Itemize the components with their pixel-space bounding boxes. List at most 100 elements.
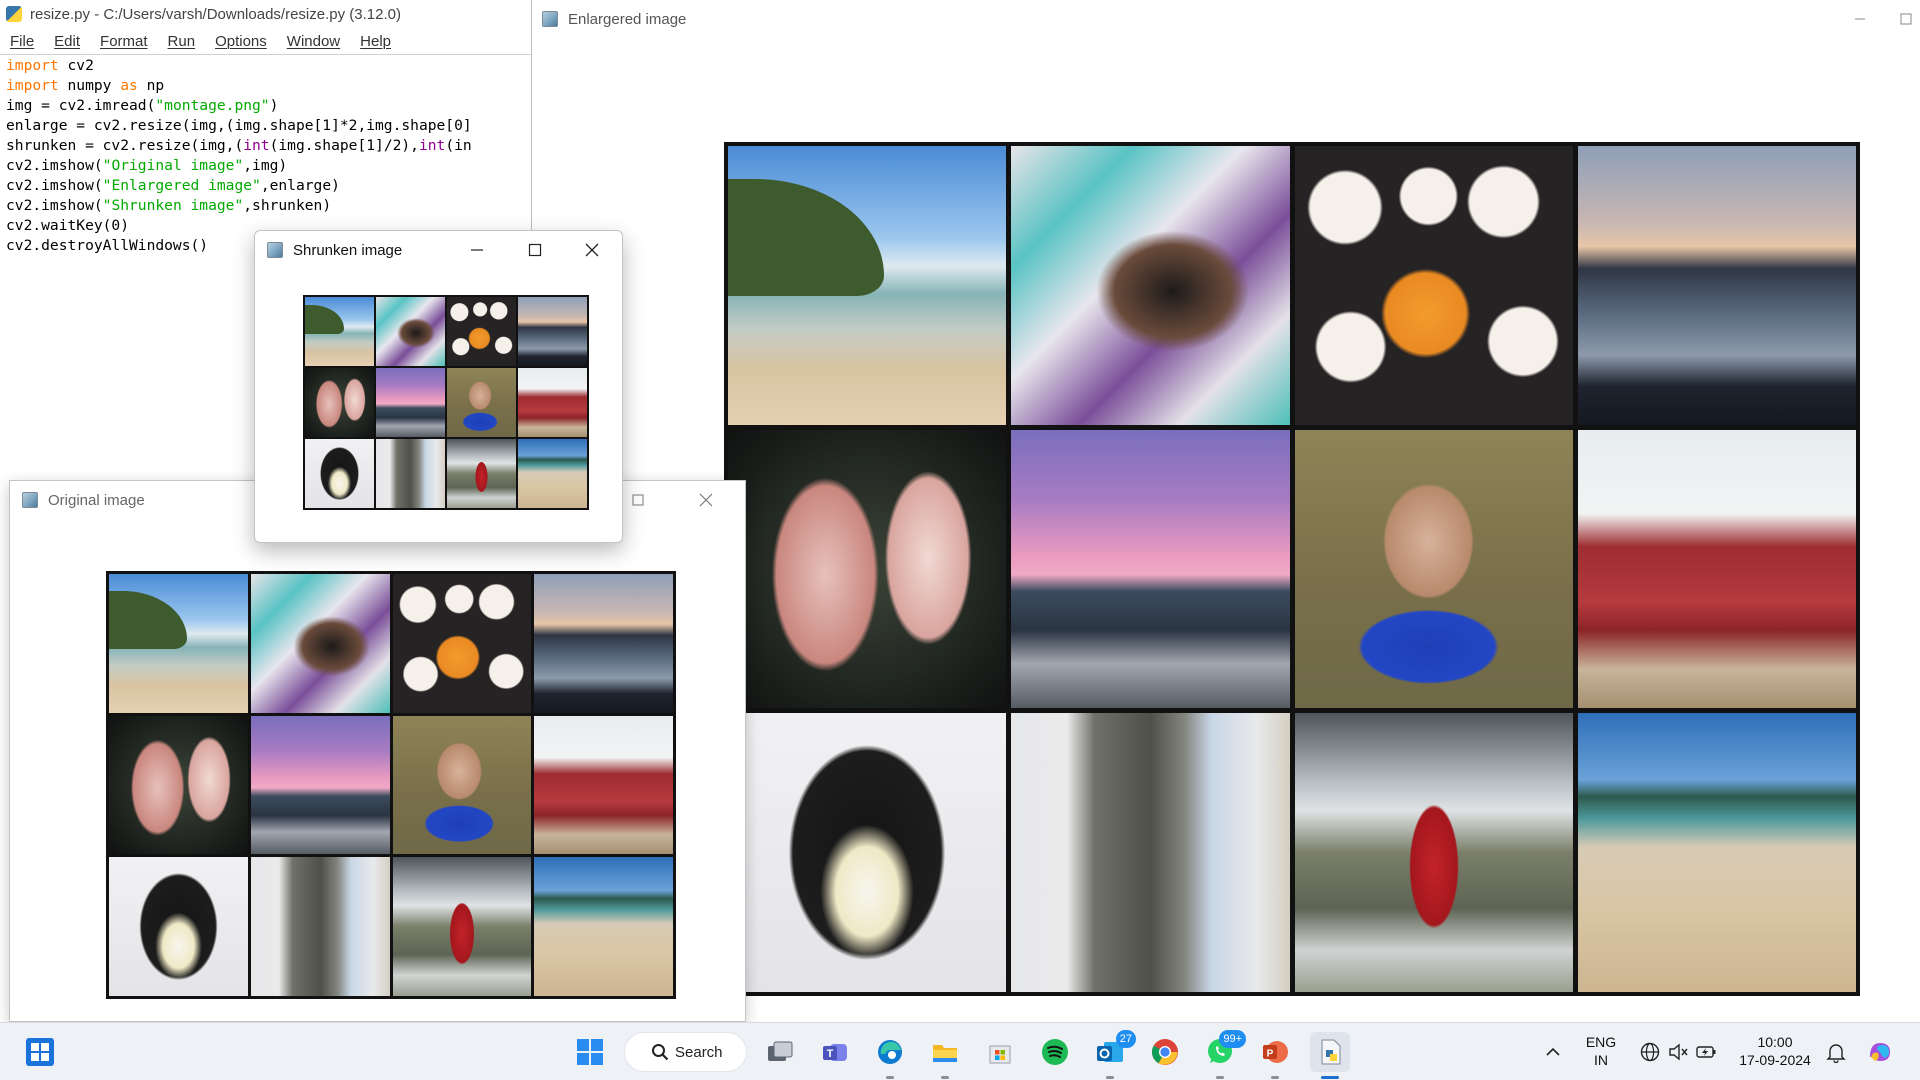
code-builtin: int	[243, 137, 270, 154]
python-file-icon	[6, 6, 22, 22]
powerpoint-button[interactable]: P	[1255, 1032, 1295, 1079]
close-button[interactable]	[562, 231, 622, 269]
globe-icon	[1640, 1042, 1660, 1062]
montage-tile-hydrant	[392, 857, 532, 996]
montage-tile-shirt	[376, 439, 445, 508]
montage-tile-penguin	[305, 439, 374, 508]
menu-help[interactable]: Help	[360, 32, 391, 50]
spotify-button[interactable]	[1035, 1032, 1075, 1072]
region-code: IN	[1594, 1052, 1608, 1068]
menu-window[interactable]: Window	[286, 32, 341, 50]
montage-tile-penguin	[728, 713, 1007, 992]
copilot-button[interactable]	[1862, 1032, 1898, 1072]
code-string: "montage.png"	[155, 97, 270, 114]
search-label: Search	[675, 1043, 723, 1061]
enlarged-image-window[interactable]: Enlargered image	[531, 0, 1920, 1022]
code-text: enlarge = cv2.resize(img,(img.shape[1]*2…	[6, 117, 472, 134]
montage-tile-sunset	[1011, 429, 1290, 709]
code-string: "Shrunken image"	[102, 197, 244, 214]
chrome-button[interactable]	[1145, 1032, 1185, 1072]
shrunken-title-bar[interactable]: Shrunken image	[255, 231, 622, 269]
maximize-icon	[528, 243, 542, 257]
show-hidden-icons-button[interactable]	[1538, 1032, 1568, 1072]
menu-file[interactable]: File	[10, 32, 35, 50]
menu-options[interactable]: Options	[215, 32, 267, 50]
code-line: shrunken = cv2.resize(img,(int(img.shape…	[6, 136, 532, 156]
running-indicator	[1106, 1076, 1114, 1079]
clock[interactable]: 10:00 17-09-2024	[1732, 1033, 1818, 1069]
montage-tile-sunset	[376, 368, 445, 437]
code-text: cv2.imshow(	[6, 157, 103, 174]
language-indicator[interactable]: ENG IN	[1578, 1033, 1624, 1069]
idle-title-bar[interactable]: resize.py - C:/Users/varsh/Downloads/res…	[0, 0, 531, 28]
code-text: np	[137, 77, 165, 94]
close-icon	[585, 243, 599, 257]
idle-window-title: resize.py - C:/Users/varsh/Downloads/res…	[30, 5, 401, 23]
original-image-window[interactable]: Original image	[9, 480, 746, 1022]
shrunken-montage-image	[303, 295, 589, 510]
code-text: cv2.imshow(	[6, 197, 103, 214]
maximize-icon	[1900, 13, 1911, 25]
montage-tile-fish	[728, 429, 1007, 709]
network-button[interactable]	[1636, 1032, 1664, 1072]
edge-button[interactable]	[870, 1032, 910, 1079]
windows-logo-icon	[26, 1038, 54, 1066]
menu-run[interactable]: Run	[167, 32, 196, 50]
taskbar-search-box[interactable]: Search	[624, 1032, 747, 1072]
maximize-icon	[632, 494, 644, 506]
minimize-button[interactable]	[447, 231, 507, 269]
battery-button[interactable]	[1692, 1032, 1720, 1072]
montage-tile-sand-beach	[518, 439, 587, 508]
montage-tile-baby	[392, 715, 532, 855]
montage-tile-fish	[109, 715, 248, 855]
montage-tile-shirt	[1011, 713, 1290, 992]
code-text: ,img)	[243, 157, 288, 174]
enlarged-title-bar[interactable]: Enlargered image	[532, 0, 1920, 38]
microsoft-store-icon	[989, 1045, 1011, 1064]
powerpoint-icon: P	[1263, 1041, 1288, 1063]
microsoft-store-button[interactable]	[980, 1032, 1020, 1072]
minimize-icon	[471, 249, 483, 251]
code-string: "Original image"	[102, 157, 244, 174]
maximize-button[interactable]	[608, 481, 668, 519]
start-button[interactable]	[20, 1032, 60, 1072]
montage-tile-hydrant	[1294, 713, 1573, 992]
montage-tile-sand-beach	[534, 857, 673, 996]
minimize-button[interactable]	[1830, 0, 1890, 38]
code-line: img = cv2.imread("montage.png")	[6, 96, 532, 116]
notifications-button[interactable]	[1822, 1032, 1850, 1072]
maximize-button[interactable]	[505, 231, 565, 269]
chevron-up-icon	[1546, 1047, 1560, 1056]
montage-tile-beach	[305, 297, 374, 366]
code-text: img = cv2.imread(	[6, 97, 156, 114]
file-explorer-button[interactable]	[925, 1032, 965, 1079]
original-window-title: Original image	[48, 491, 145, 509]
montage-tile-hydrant	[447, 439, 516, 508]
close-button[interactable]	[676, 481, 736, 519]
menu-edit[interactable]: Edit	[54, 32, 81, 50]
teams-button[interactable]: T	[815, 1032, 855, 1072]
montage-tile-couch	[518, 368, 587, 437]
clock-time: 10:00	[1757, 1034, 1793, 1050]
code-text: cv2	[58, 57, 94, 74]
montage-tile-baby	[447, 368, 516, 437]
montage-tile-beach	[109, 574, 248, 713]
code-editor[interactable]: import cv2 import numpy as np img = cv2.im…	[6, 56, 532, 256]
active-indicator	[1321, 1076, 1339, 1079]
menu-format[interactable]: Format	[100, 32, 148, 50]
start-menu-button[interactable]	[570, 1032, 610, 1072]
opencv-window-icon	[267, 242, 283, 258]
shrunken-window-title: Shrunken image	[293, 241, 403, 259]
idle-taskbar-button[interactable]	[1310, 1032, 1350, 1079]
outlook-button[interactable]: 27	[1090, 1030, 1136, 1079]
whatsapp-button[interactable]: 99+	[1200, 1030, 1246, 1079]
original-title-bar[interactable]: Original image	[10, 481, 745, 519]
maximize-button[interactable]	[1890, 0, 1920, 38]
shrunken-image-window[interactable]: Shrunken image	[254, 230, 623, 543]
montage-tile-lake	[518, 297, 587, 366]
task-view-button[interactable]	[760, 1032, 800, 1072]
montage-tile-shirt	[250, 857, 390, 996]
code-line: import numpy as np	[6, 76, 532, 96]
volume-button[interactable]	[1664, 1032, 1692, 1072]
original-montage-image	[106, 571, 676, 999]
